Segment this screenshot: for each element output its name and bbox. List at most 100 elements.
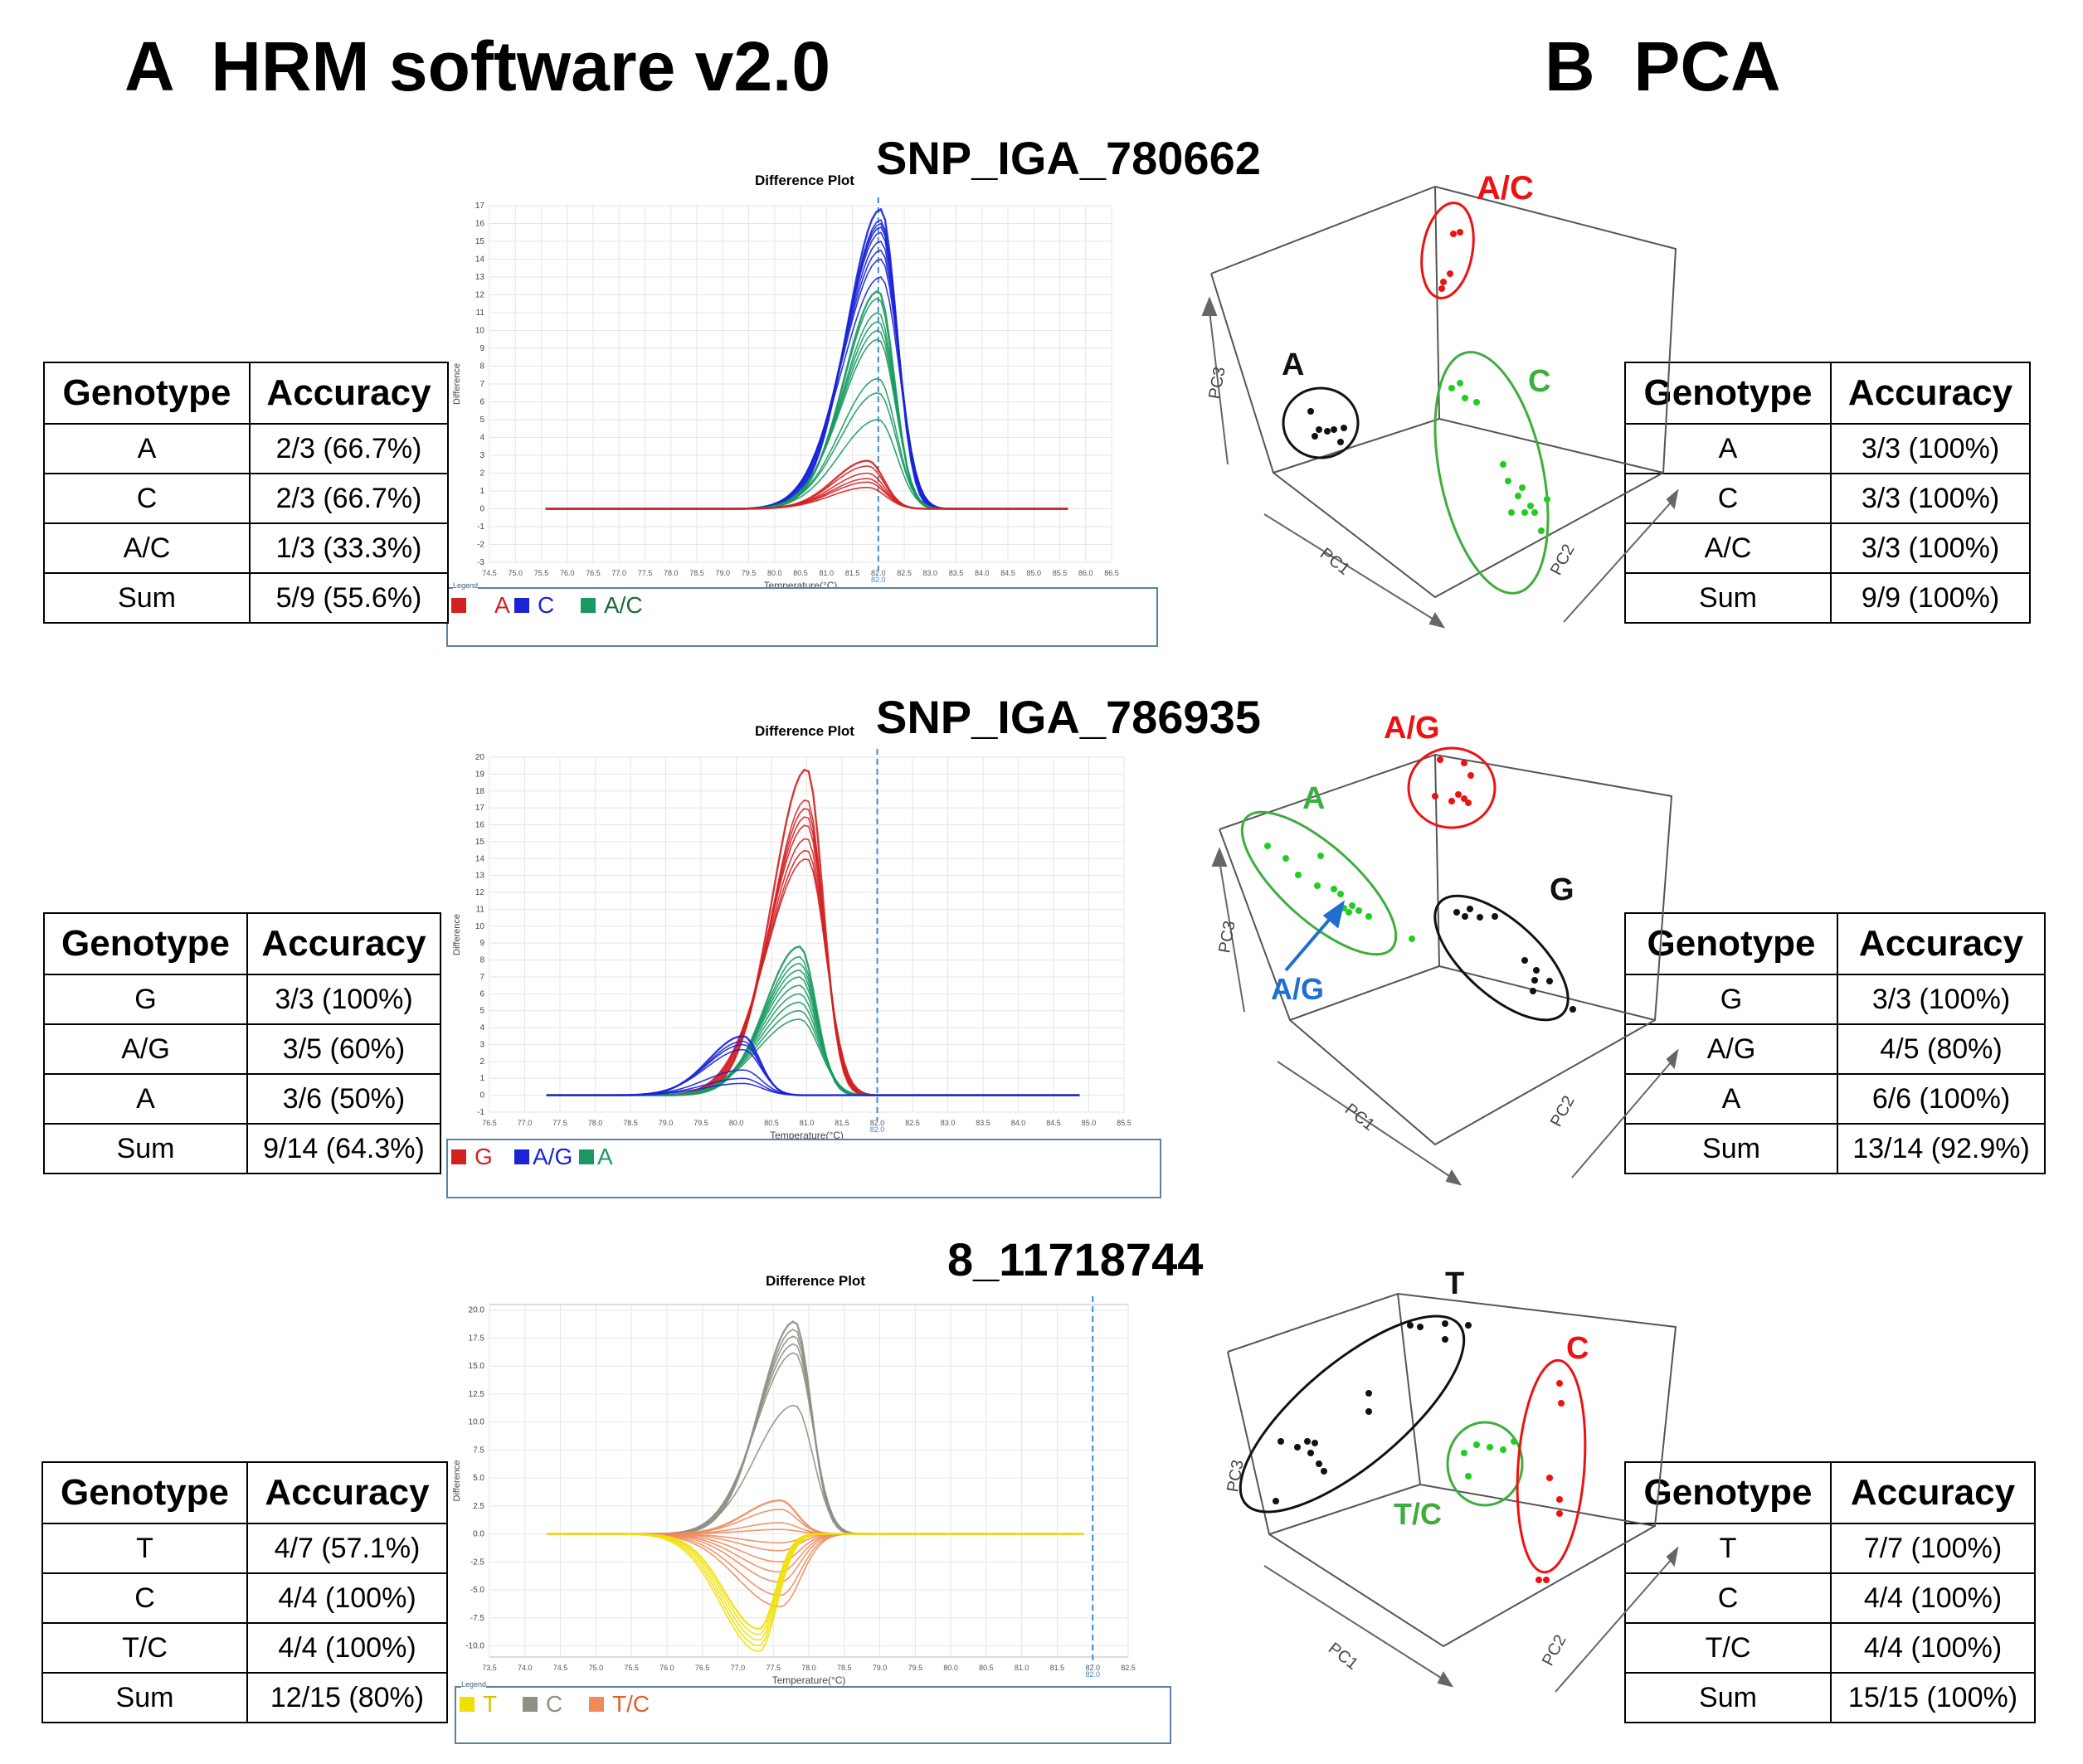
pca-point: [1317, 853, 1324, 859]
snp-title-2: SNP_IGA_786935: [876, 691, 1261, 743]
table-row: A 6/6 (100%): [1624, 1073, 2046, 1125]
pca-point: [1473, 1441, 1480, 1448]
pca-plot-1: PC3 PC1 PC2 A/C A C: [1201, 170, 1679, 629]
pca-point: [1314, 882, 1321, 889]
pca-point: [1278, 1438, 1284, 1445]
pca-point: [1282, 855, 1289, 862]
x-tick-label: 79.0: [715, 569, 730, 577]
accuracy-cell: 13/14 (92.9%): [1837, 1123, 2046, 1174]
y-tick-label: 20.0: [469, 1306, 485, 1315]
accuracy-cell: 9/9 (100%): [1830, 572, 2031, 624]
cluster-label-tc: T/C: [1394, 1497, 1442, 1531]
pca-point: [1442, 1336, 1448, 1343]
legend-item-ag[interactable]: A/G: [514, 1144, 572, 1170]
table-row: T 7/7 (100%): [1624, 1523, 2036, 1574]
pca-point: [1457, 229, 1463, 236]
pca-point: [1521, 509, 1528, 516]
table-row: C 2/3 (66.7%): [43, 473, 449, 524]
legend-item-t[interactable]: T: [460, 1691, 497, 1718]
x-tick-label: 77.0: [611, 569, 626, 577]
pca-point: [1355, 907, 1362, 914]
legend-item-c2[interactable]: C: [523, 1691, 562, 1718]
cluster-points-c: [1461, 1438, 1517, 1480]
table-row: A/C 3/3 (100%): [1624, 522, 2031, 574]
x-tick-label: 84.0: [1011, 1119, 1026, 1127]
pca-point: [1331, 426, 1337, 433]
legend-item-a2[interactable]: A: [579, 1144, 613, 1170]
cluster-ellipse-g: [1433, 894, 1570, 1022]
legend-swatch: [451, 598, 466, 613]
y-tick-label: -10.0: [465, 1642, 484, 1651]
accuracy-cell: 4/4 (100%): [246, 1622, 448, 1674]
pc2-axis-label: PC2: [1547, 542, 1579, 579]
arrow-icon: [1284, 900, 1346, 972]
pca-point: [1477, 914, 1483, 921]
y-tick-label: 11: [476, 905, 485, 914]
pca-point: [1294, 1444, 1301, 1451]
x-tick-label: 86.5: [1104, 569, 1119, 577]
hrm-accuracy-table-2: Genotype Accuracy G 3/3 (100%) A/G 3/5 (60%…: [43, 912, 441, 1174]
legend-item-tc[interactable]: T/C: [589, 1691, 650, 1718]
legend-swatch: [514, 1149, 529, 1164]
legend-item-ac[interactable]: A/C: [581, 592, 643, 619]
cluster-label-c: C: [1528, 364, 1550, 399]
pca-point: [1457, 380, 1463, 386]
y-tick-label: 13: [475, 273, 485, 282]
genotype-cell: A: [43, 1073, 248, 1125]
legend-item-g[interactable]: G: [451, 1144, 493, 1170]
x-tick-label: 75.0: [508, 569, 523, 577]
y-tick-label: 19: [475, 770, 485, 779]
pca-point: [1546, 1475, 1553, 1481]
cluster-label-t: T: [1445, 1266, 1464, 1301]
cluster-label-g: G: [1550, 872, 1574, 907]
x-tick-label: 79.5: [742, 569, 757, 577]
accuracy-cell: 3/3 (100%): [1837, 974, 2046, 1025]
y-tick-label: 8: [479, 362, 484, 372]
legend-item-label: G: [475, 1144, 493, 1169]
cluster-ellipse-c-red: [1516, 1358, 1587, 1574]
pca-point: [1337, 439, 1344, 445]
genotype-cell: A: [1624, 1073, 1838, 1125]
accuracy-cell: 6/6 (100%): [1837, 1073, 2046, 1125]
pca-point: [1546, 978, 1553, 984]
y-tick-label: 1: [479, 487, 484, 496]
legend-item-a[interactable]: A: [451, 592, 510, 619]
genotype-header: Genotype: [41, 1461, 248, 1524]
legend-item-c[interactable]: C: [514, 592, 554, 619]
accuracy-cell: 12/15 (80%): [246, 1672, 448, 1723]
y-tick-label: 14: [475, 854, 485, 863]
legend-swatch: [589, 1697, 604, 1712]
y-tick-label: 9: [479, 344, 484, 353]
pca-point: [1273, 1498, 1279, 1504]
legend-item-label: T/C: [612, 1691, 650, 1717]
pca-point: [1331, 886, 1337, 892]
pca-plot-2: PC3 PC1 PC2 A/G A G A/G: [1211, 713, 1679, 1186]
accuracy-header: Accuracy: [1837, 912, 2046, 975]
y-tick-label: -1: [477, 1108, 484, 1117]
x-tick-label: 83.5: [949, 569, 964, 577]
pca-accuracy-table-1: Genotype Accuracy A 3/3 (100%) C 3/3 (100%)…: [1624, 362, 2031, 624]
x-tick-label: 76.0: [560, 569, 575, 577]
cluster-points-ac: [1438, 229, 1463, 292]
x-tick-label: 80.0: [767, 569, 782, 577]
genotype-cell: A/C: [1624, 522, 1832, 574]
pca-plot-3: PC3 PC1 PC2 T T/C C: [1224, 1266, 1679, 1693]
x-tick-label: 82.0: [871, 569, 886, 577]
y-tick-label: 4: [479, 1023, 484, 1033]
pca-point: [1455, 791, 1462, 798]
genotype-cell: Sum: [1624, 1123, 1838, 1174]
y-tick-label: -3: [477, 558, 484, 567]
pca-point: [1465, 799, 1472, 806]
pca-point: [1530, 988, 1536, 994]
cluster-label-ac: A/C: [1477, 170, 1534, 207]
genotype-cell: A/G: [1624, 1023, 1838, 1075]
accuracy-header: Accuracy: [1830, 362, 2031, 425]
pca-point: [1307, 1450, 1314, 1456]
y-tick-label: 15: [475, 838, 485, 847]
pc1-axis-label: PC1: [1325, 1640, 1361, 1674]
pca-point: [1533, 967, 1540, 974]
snp-title-1: SNP_IGA_780662: [876, 132, 1261, 184]
pca-point: [1558, 1400, 1565, 1407]
genotype-cell: T: [1624, 1523, 1832, 1574]
cluster-points-ag-top: [1432, 756, 1474, 806]
